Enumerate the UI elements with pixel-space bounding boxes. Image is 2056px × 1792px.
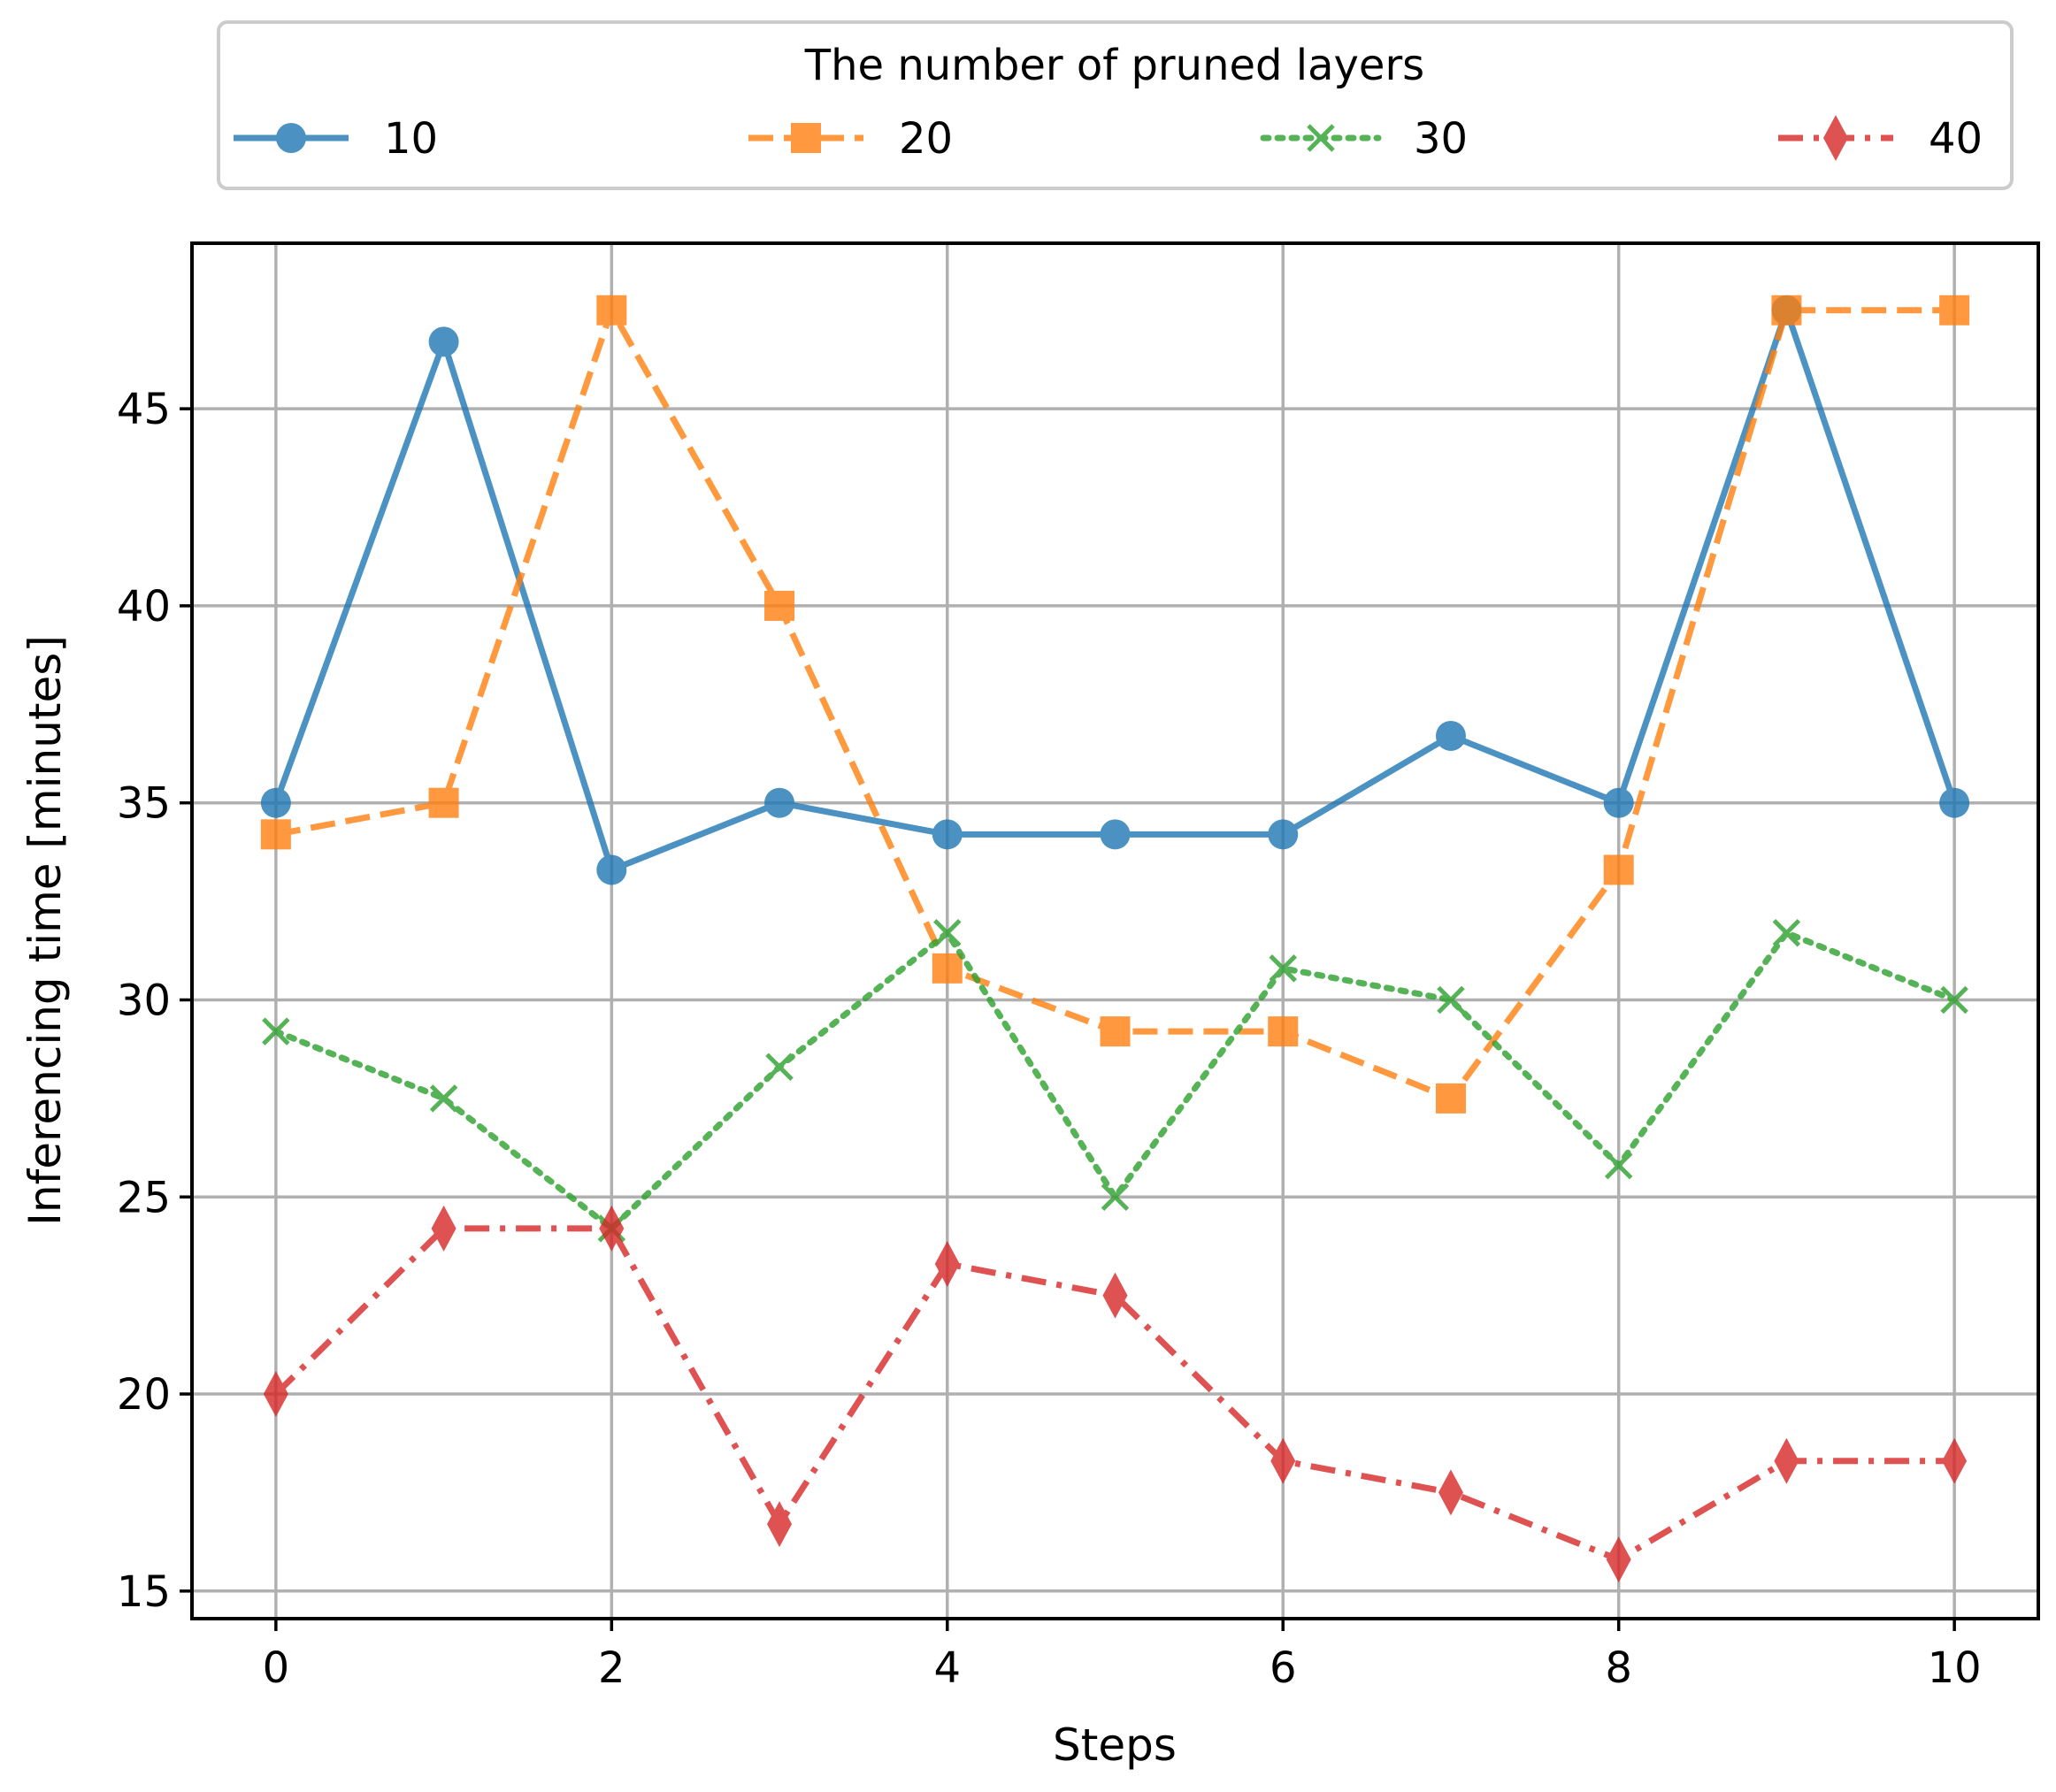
series-line bbox=[275, 307, 1955, 1102]
data-point bbox=[1604, 1151, 1633, 1180]
y-tick-label: 25 bbox=[117, 1173, 171, 1222]
y-tick-label: 45 bbox=[117, 385, 171, 434]
legend-label: 10 bbox=[384, 114, 438, 164]
data-point bbox=[1438, 1469, 1463, 1516]
data-point bbox=[428, 326, 459, 357]
plot-frame bbox=[190, 241, 2040, 1620]
legend-title: The number of pruned layers bbox=[804, 41, 1424, 90]
y-tick-label: 15 bbox=[117, 1567, 171, 1617]
x-tick-label: 4 bbox=[933, 1643, 961, 1693]
legend-entry bbox=[748, 123, 863, 153]
x-tick-label: 8 bbox=[1605, 1643, 1632, 1693]
series-line bbox=[273, 1225, 1955, 1563]
data-point bbox=[1435, 720, 1466, 751]
data-point bbox=[933, 918, 962, 947]
y-tick-label: 35 bbox=[117, 779, 171, 829]
legend-box bbox=[217, 20, 2014, 190]
legend-entry bbox=[234, 123, 349, 153]
data-point bbox=[1772, 918, 1801, 947]
data-point bbox=[1435, 1083, 1466, 1114]
data-point bbox=[765, 1053, 794, 1081]
y-axis: 15 20 25 30 35 40 45 bbox=[117, 385, 192, 1617]
series-30 bbox=[262, 918, 1968, 1243]
x-axis: 0 2 4 6 8 10 bbox=[263, 1619, 1982, 1693]
data-point bbox=[1270, 1437, 1296, 1484]
data-point bbox=[260, 819, 291, 850]
data-point bbox=[1939, 295, 1970, 325]
data-point bbox=[599, 1205, 625, 1252]
x-tick-label: 0 bbox=[263, 1643, 290, 1693]
data-point bbox=[1771, 295, 1802, 325]
data-point bbox=[932, 819, 963, 850]
data-point bbox=[1939, 787, 1970, 818]
data-point bbox=[1774, 1437, 1799, 1484]
data-point bbox=[1940, 985, 1968, 1015]
legend-marker bbox=[1823, 115, 1848, 161]
grid bbox=[192, 243, 2038, 1619]
data-point bbox=[1437, 985, 1465, 1015]
data-point bbox=[764, 787, 795, 818]
legend-entries: 10 20 30 40 bbox=[234, 114, 1983, 164]
data-point bbox=[262, 1017, 290, 1045]
legend-marker bbox=[1307, 124, 1335, 152]
data-point bbox=[1606, 1536, 1631, 1583]
data-point bbox=[1268, 1016, 1299, 1047]
x-tick-label: 2 bbox=[598, 1643, 625, 1693]
data-point bbox=[428, 787, 459, 818]
data-point bbox=[431, 1205, 456, 1252]
data-point bbox=[1268, 819, 1299, 850]
legend-marker bbox=[276, 123, 306, 153]
data-point bbox=[260, 787, 291, 818]
legend-label: 40 bbox=[1929, 114, 1983, 164]
legend-label: 30 bbox=[1414, 114, 1468, 164]
y-tick-label: 20 bbox=[117, 1370, 171, 1420]
data-point bbox=[429, 1084, 458, 1113]
data-point bbox=[1101, 1183, 1130, 1212]
data-point bbox=[1942, 1437, 1968, 1484]
data-point bbox=[934, 1240, 960, 1287]
data-point bbox=[1100, 1016, 1131, 1047]
data-point bbox=[1102, 1272, 1128, 1319]
data-point bbox=[767, 1501, 793, 1548]
data-point bbox=[1603, 787, 1634, 818]
x-tick-label: 10 bbox=[1928, 1643, 1982, 1693]
legend-entry bbox=[1778, 115, 1893, 161]
series-line bbox=[272, 930, 1958, 1232]
legend-label: 20 bbox=[899, 114, 953, 164]
legend-marker bbox=[791, 123, 821, 153]
data-point bbox=[1269, 954, 1297, 983]
series-layer bbox=[260, 295, 1970, 1583]
x-tick-label: 6 bbox=[1270, 1643, 1297, 1693]
series-20 bbox=[260, 295, 1970, 1114]
data-point bbox=[1100, 819, 1131, 850]
y-axis-title: Inferencing time [minutes] bbox=[19, 635, 71, 1226]
data-point bbox=[1603, 854, 1634, 885]
data-point bbox=[764, 590, 795, 621]
data-point bbox=[263, 1371, 288, 1418]
data-point bbox=[596, 295, 627, 325]
y-tick-label: 40 bbox=[117, 582, 171, 632]
data-point bbox=[596, 854, 627, 885]
x-axis-title: Steps bbox=[1053, 1719, 1177, 1771]
legend-entry bbox=[1260, 124, 1382, 152]
series-40 bbox=[263, 1205, 1968, 1583]
y-tick-label: 30 bbox=[117, 976, 171, 1025]
data-point bbox=[932, 953, 963, 984]
